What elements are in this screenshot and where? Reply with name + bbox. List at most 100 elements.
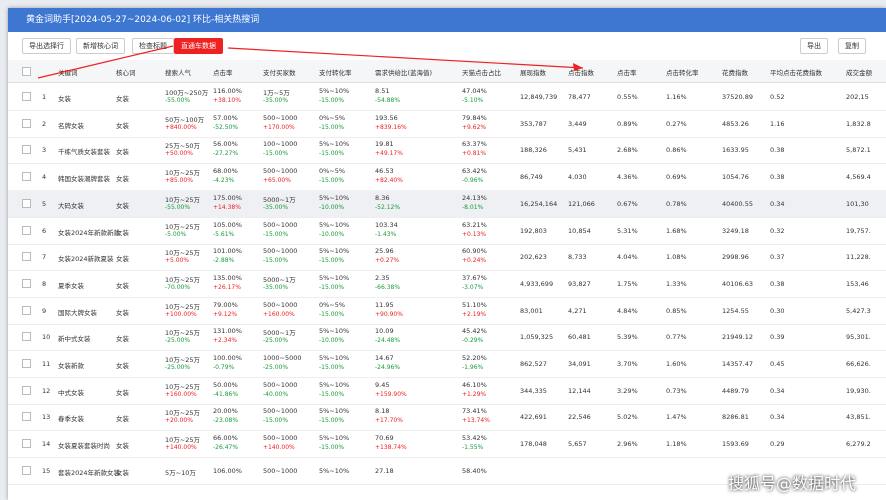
cell-change: +170.00% — [263, 123, 295, 131]
checkbox[interactable] — [22, 359, 31, 368]
cell-change: +26.17% — [213, 283, 241, 291]
table-row[interactable]: 11 女装新款 女装 10万~25万 -25.00% 100.00% -0.79% 1000~… — [8, 350, 886, 378]
cell: 0.55% — [617, 93, 638, 101]
checkbox[interactable] — [22, 198, 31, 208]
cell-change: +138.74% — [375, 444, 407, 452]
cell-value: 79.00% — [213, 300, 238, 309]
cell-value: 0%~5% — [319, 167, 346, 176]
checkbox[interactable] — [22, 67, 31, 76]
cell: 3,449 — [568, 119, 587, 128]
checkbox[interactable] — [22, 305, 31, 315]
table-row[interactable]: 10 新中式女装 女装 10万~25万 -25.00% 131.00% +2.34% 5000… — [8, 323, 886, 352]
cell: 1.60% — [666, 360, 687, 368]
cell: 4.84% — [617, 306, 638, 315]
cell: 女装 — [116, 121, 129, 130]
cell: 0.85% — [666, 306, 687, 315]
cell-value: 1000~5000 — [263, 354, 302, 362]
cell: 女装 — [116, 95, 129, 103]
checkbox[interactable] — [22, 252, 31, 262]
checkbox[interactable] — [22, 225, 31, 235]
cell: 0.77% — [666, 333, 687, 342]
cell: 女装 — [116, 281, 129, 290]
table-row[interactable]: 7 女装2024新款夏装 女装 10万~25万 +5.00% 101.00% -2.88% 5… — [8, 243, 886, 272]
column-header: 成交金额 — [846, 69, 872, 77]
cell-value: 5%~10% — [319, 434, 350, 443]
column-header: 关键词 — [58, 69, 78, 77]
checkbox[interactable] — [22, 412, 31, 422]
cell: 4,933,699 — [520, 279, 554, 288]
cell: 女装 — [116, 468, 129, 477]
cell-value: 10万~25万 — [165, 222, 200, 231]
cell: 2 — [42, 119, 47, 128]
cell: 1.08% — [666, 253, 687, 262]
cell-value: 27.18 — [375, 466, 394, 475]
cell-change: -1.43% — [375, 230, 397, 238]
cell: 34,091 — [568, 360, 591, 368]
cell-value: 73.41% — [462, 407, 487, 416]
table-row[interactable]: 14 女装夏装套装时尚 女装 10万~25万 +140.00% 66.00% -26.47%… — [8, 430, 886, 459]
table-row[interactable]: 1 女装 女装 100万~250万 -55.00% 116.00% +38.10% 1万~5万… — [8, 83, 886, 111]
cell-change: -15.00% — [263, 150, 289, 158]
toolbar-button[interactable]: 导出 — [800, 38, 828, 54]
toolbar-button[interactable]: 直通车数据 — [174, 38, 223, 54]
cell: 178,048 — [520, 440, 547, 449]
cell-change: -5.00% — [165, 230, 187, 238]
checkbox[interactable] — [22, 439, 31, 449]
cell-change: -15.00% — [263, 257, 289, 265]
cell-value: 10万~25万 — [165, 382, 200, 391]
table-row[interactable]: 3 千练气质女装套装 女装 25万~50万 +50.00% 56.00% -27.27% 10… — [8, 136, 886, 165]
table-row[interactable]: 4 韩国女装潮牌套装 女装 10万~25万 +85.00% 68.00% -4.23% 500… — [8, 163, 886, 192]
cell-value: 5%~10% — [319, 220, 350, 229]
cell-change: +17.70% — [375, 417, 403, 425]
toolbar-button[interactable]: 检查标题 — [132, 38, 174, 54]
cell-change: -4.23% — [213, 177, 235, 185]
cell-change: -0.96% — [462, 177, 484, 185]
checkbox[interactable] — [22, 385, 31, 395]
cell-value: 19.81 — [375, 140, 394, 149]
cell: 女装 — [116, 255, 129, 264]
table-row[interactable]: 5 大码女装 女装 10万~25万 -55.00% 175.00% +14.38% 5000~… — [8, 189, 886, 218]
checkbox[interactable] — [22, 172, 31, 182]
table-row[interactable]: 6 女装2024年新款新款 女装 10万~25万 -5.00% 105.00% -5.61%… — [8, 217, 886, 245]
checkbox[interactable] — [22, 92, 31, 101]
table-row[interactable]: 8 夏季女装 女装 10万~25万 -70.00% 135.00% +26.17% 5000~… — [8, 270, 886, 298]
cell: 0.27% — [666, 119, 687, 128]
checkbox[interactable] — [22, 332, 31, 342]
cell-value: 5000~1万 — [263, 195, 296, 204]
checkbox[interactable] — [22, 118, 31, 128]
cell: 1254.55 — [722, 306, 749, 315]
cell: 韩国女装潮牌套装 — [58, 175, 110, 184]
cell: 2.96% — [617, 440, 638, 449]
cell-change: -35.00% — [263, 283, 289, 291]
table-row[interactable]: 9 国际大牌女装 女装 10万~25万 +100.00% 79.00% +9.12% 500~… — [8, 297, 886, 325]
table-row[interactable]: 12 中式女装 女装 10万~25万 +160.00% 50.00% -41.86% 500~… — [8, 377, 886, 405]
cell: 0.30 — [770, 306, 785, 315]
cell-change: -52.12% — [375, 203, 401, 211]
cell: 11,228. — [846, 253, 871, 262]
checkbox[interactable] — [22, 145, 31, 155]
cell: 0.34 — [770, 386, 785, 395]
toolbar-button[interactable]: 复制 — [838, 38, 866, 54]
cell: 0.38 — [770, 146, 785, 155]
table-row[interactable]: 15 套装2024年新款女装 女装 5万~10万 106.00% 500~1000 5%~1… — [8, 457, 886, 485]
cell-value: 116.00% — [213, 87, 242, 95]
cell: 0.39 — [770, 333, 785, 342]
cell: 353,787 — [520, 119, 547, 128]
cell: 344,335 — [520, 386, 547, 395]
cell-value: 50.00% — [213, 380, 238, 389]
cell-value: 500~1000 — [263, 113, 298, 122]
toolbar-button[interactable]: 导出选择行 — [22, 38, 71, 54]
cell-change: +14.38% — [213, 203, 241, 211]
table-row[interactable]: 2 名牌女装 女装 50万~100万 +840.00% 57.00% -52.50% 500~… — [8, 110, 886, 138]
column-header: 花费指数 — [722, 69, 748, 77]
toolbar-button[interactable]: 新增核心词 — [76, 38, 125, 54]
window-title: 黄金词助手[2024-05-27~2024-06-02] 环比-相关热搜词 — [8, 8, 886, 32]
cell-change: +160.00% — [263, 310, 295, 318]
table-row[interactable]: 13 春季女装 女装 10万~25万 +20.00% 20.00% -23.08% 500~1… — [8, 403, 886, 432]
cell-change: -5.10% — [462, 97, 484, 104]
checkbox[interactable] — [22, 465, 31, 475]
checkbox[interactable] — [22, 278, 31, 288]
column-header: 核心词 — [116, 69, 136, 77]
cell: 女装 — [116, 362, 129, 370]
cell-value: 131.00% — [213, 327, 242, 336]
